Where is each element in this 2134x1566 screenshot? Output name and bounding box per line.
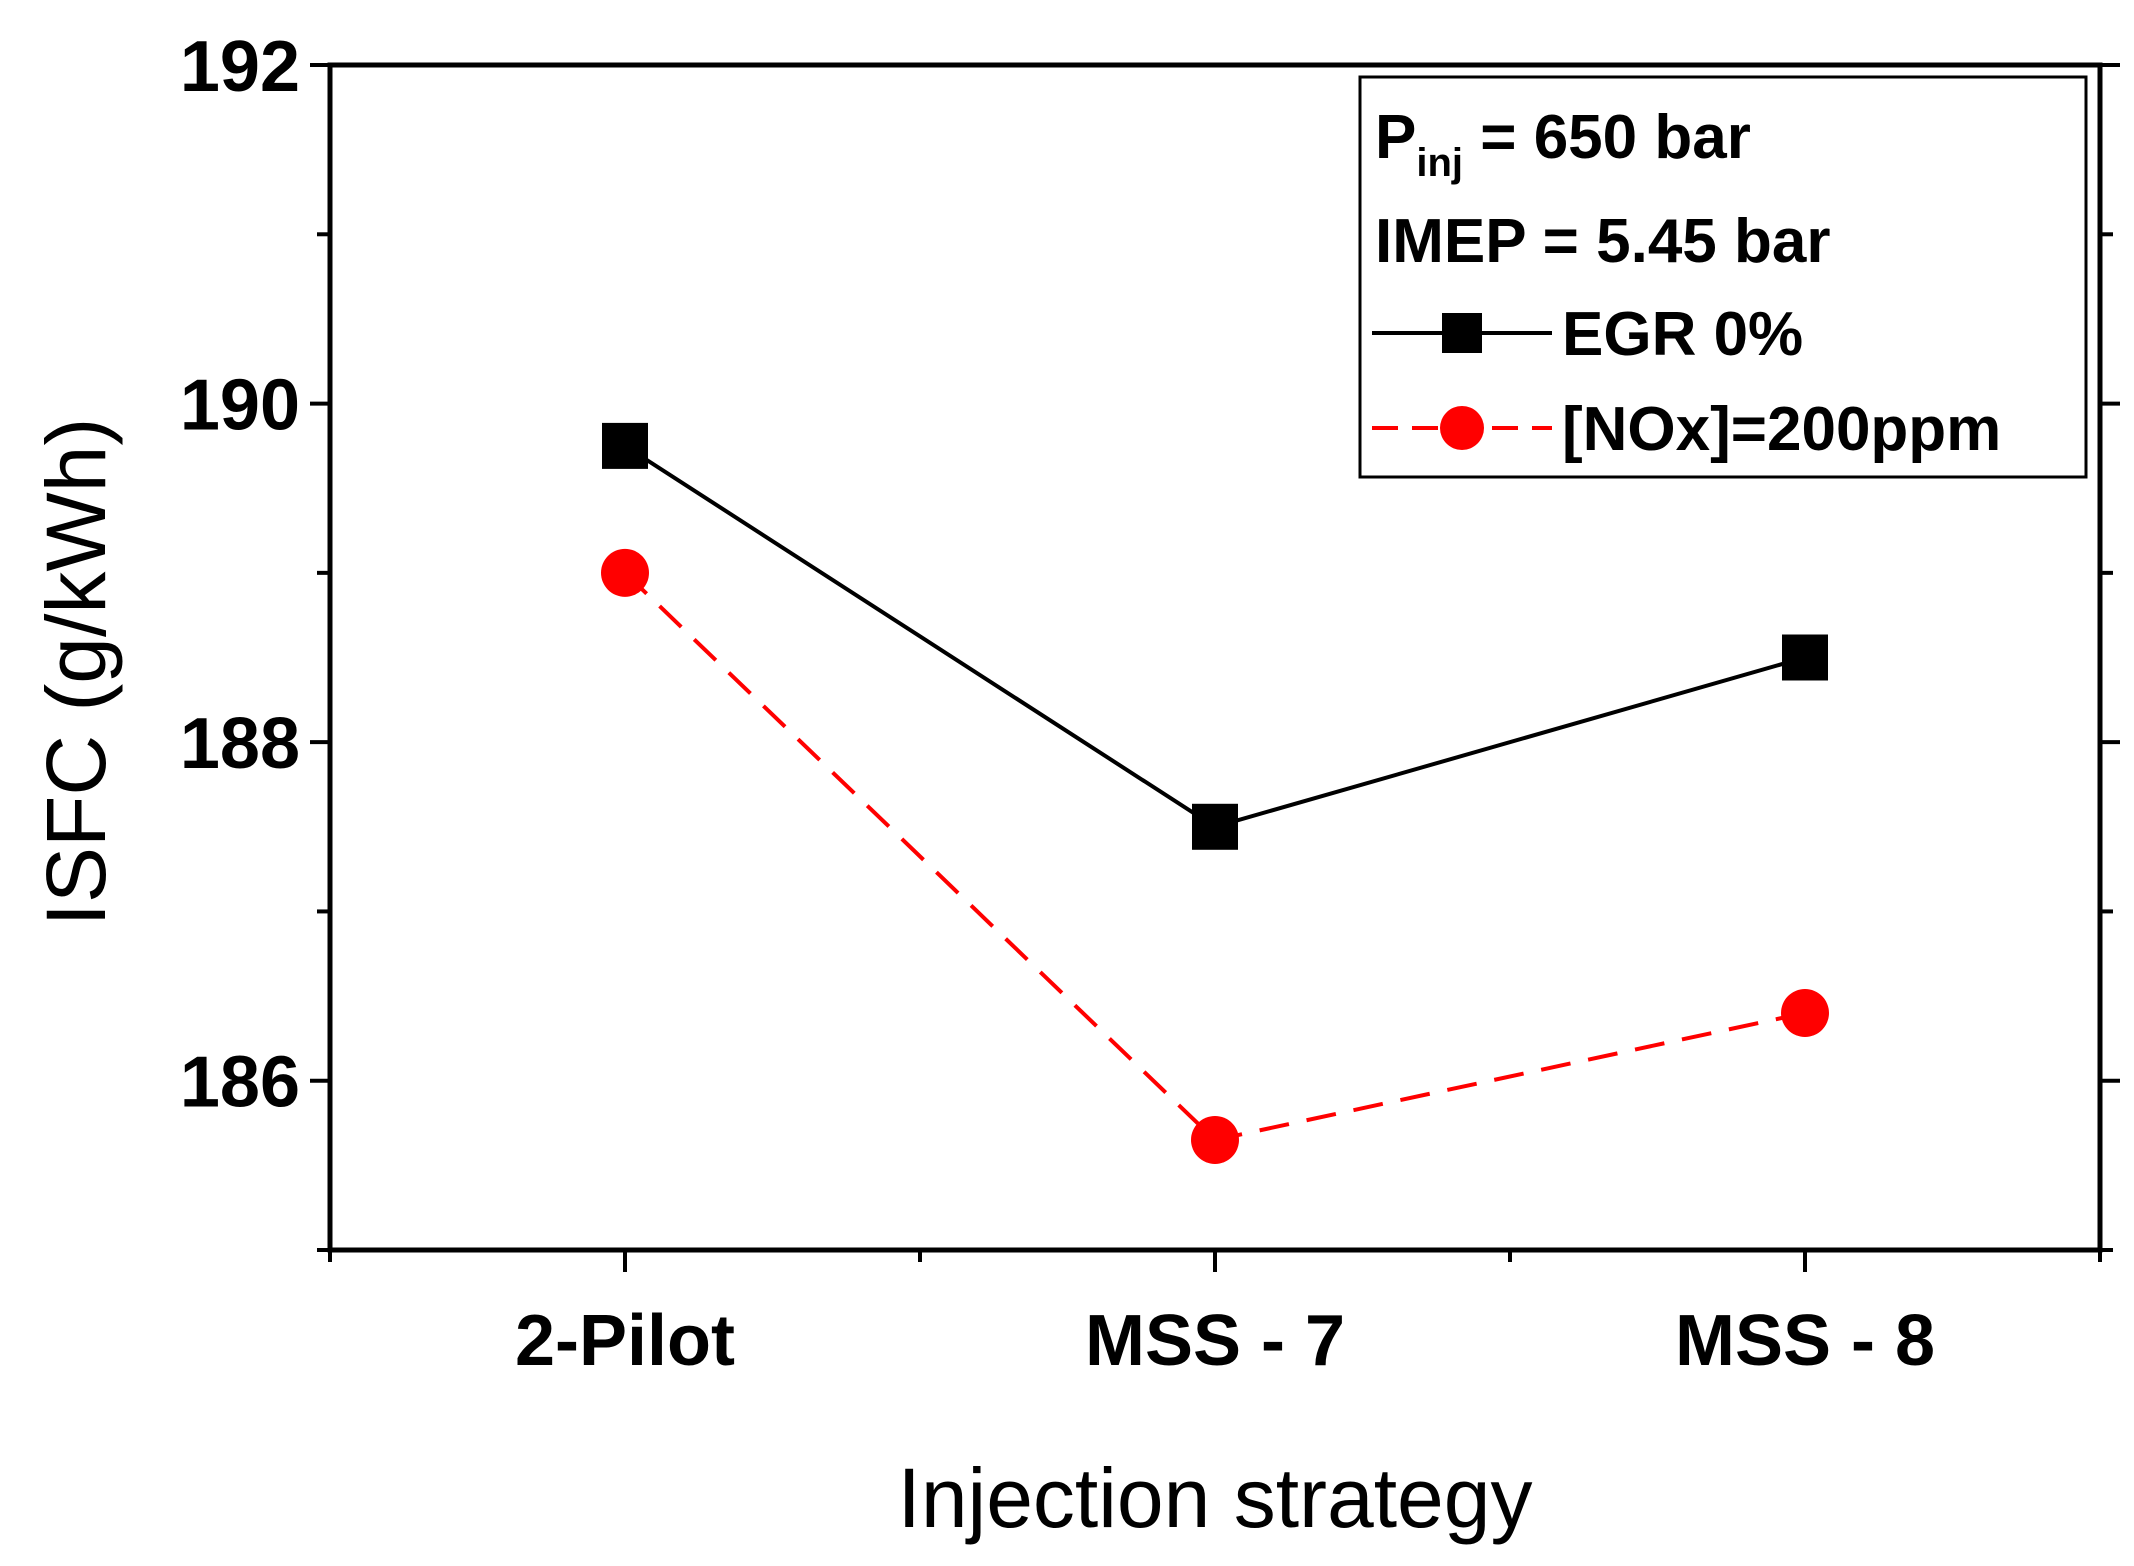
legend-annotation-inj-subscript: inj [1416,141,1463,185]
legend-annotation-injection-pressure: Pinj = 650 bar [1375,103,1751,185]
series-nox200 [601,548,1829,1164]
y-tick-label: 190 [180,366,300,446]
series-egr0 [602,422,1828,850]
y-tick-label: 186 [180,1043,300,1123]
y-axis-title: ISFC (g/kWh) [29,418,123,927]
series-line [623,444,1806,829]
x-tick-label: MSS - 8 [1675,1301,1935,1381]
legend-marker-circle [1440,406,1484,450]
y-tick-label: 188 [180,704,300,784]
data-point-circle [1781,989,1829,1037]
legend-label-egr0: EGR 0% [1562,300,1803,369]
y-tick-label: 192 [180,27,300,107]
legend-marker-square [1442,313,1482,353]
x-axis-tick-labels: 2-Pilot MSS - 7 MSS - 8 [515,1301,1935,1381]
x-tick-label: 2-Pilot [515,1301,735,1381]
series-line [623,571,1806,1143]
x-tick-label: MSS - 7 [1085,1301,1345,1381]
data-point-circle [601,548,649,597]
legend-label-nox200: [NOx]=200ppm [1562,395,2001,464]
y-axis-ticks [310,63,2120,1252]
series-layer [601,422,1829,1164]
x-axis-ticks [328,1250,2102,1272]
data-point-square [1782,634,1828,681]
data-point-square [1192,803,1238,850]
legend-annotation-p: P [1375,103,1416,172]
legend: Pinj = 650 bar IMEP = 5.45 bar EGR 0% [N… [1358,75,2088,479]
legend-box [1358,75,2088,479]
y-axis-tick-labels: 186 188 190 192 [180,27,300,1123]
legend-annotation-pressure-value: = 650 bar [1463,103,1751,172]
x-axis-title: Injection strategy [897,1451,1532,1545]
legend-annotation-imep: IMEP = 5.45 bar [1375,207,1831,276]
data-point-circle [1191,1115,1239,1164]
data-point-square [602,422,648,469]
